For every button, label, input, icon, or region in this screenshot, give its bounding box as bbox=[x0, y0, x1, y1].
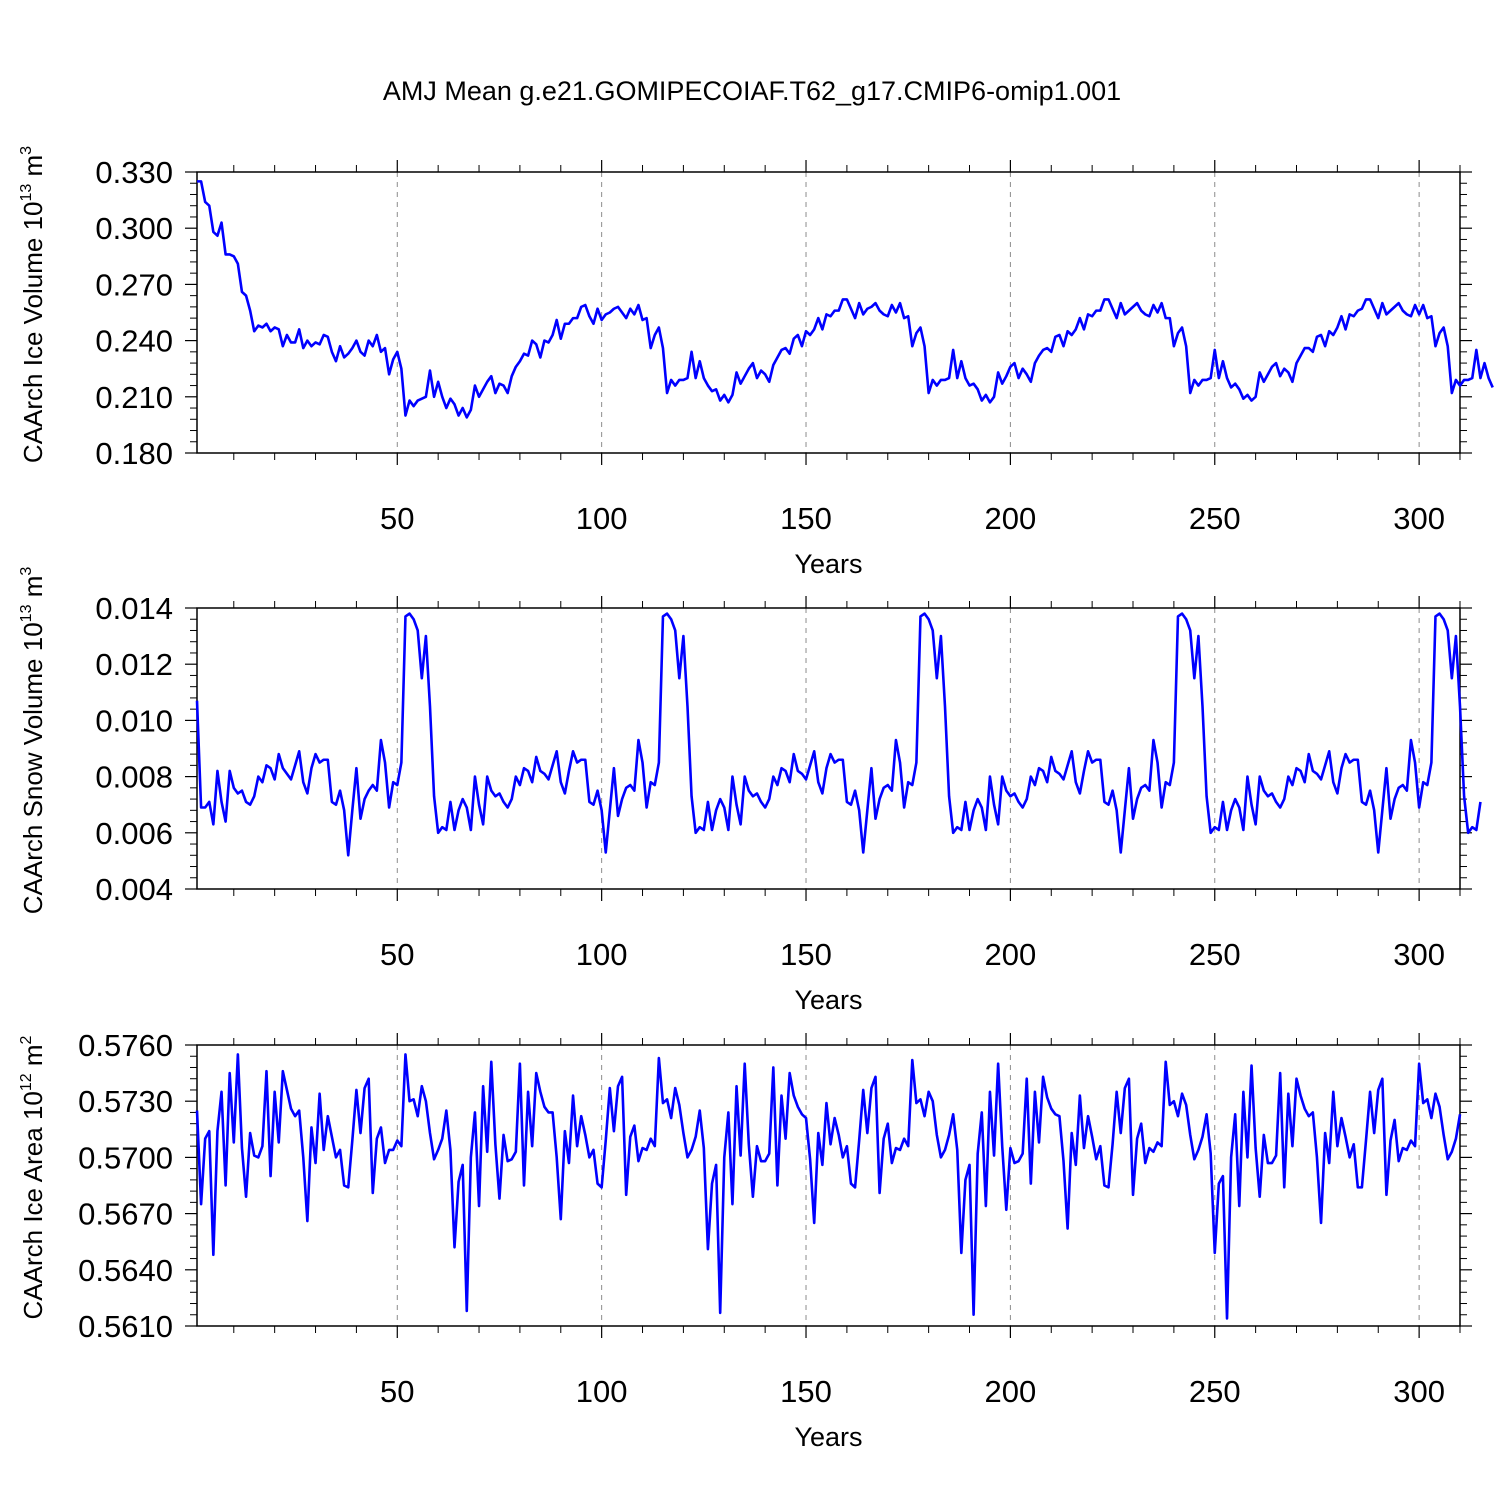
x-tick-label: 100 bbox=[576, 1374, 628, 1409]
y-tick-label: 0.014 bbox=[95, 591, 173, 626]
x-tick-label: 100 bbox=[576, 937, 628, 972]
y-tick-label: 0.270 bbox=[95, 267, 173, 302]
y-tick-label: 0.5760 bbox=[78, 1028, 173, 1063]
y-tick-label: 0.5730 bbox=[78, 1084, 173, 1119]
x-tick-label: 150 bbox=[780, 937, 832, 972]
x-tick-label: 300 bbox=[1393, 501, 1445, 536]
x-tick-label: 50 bbox=[380, 1374, 414, 1409]
series-line bbox=[195, 1053, 1462, 1320]
x-tick-label: 300 bbox=[1393, 937, 1445, 972]
x-tick-label: 200 bbox=[985, 1374, 1037, 1409]
plot-frame bbox=[196, 607, 1461, 890]
y-axis-title: CAArch Ice Volume 1013 m3 bbox=[18, 146, 48, 463]
x-tick-label: 250 bbox=[1189, 1374, 1241, 1409]
y-tick-label: 0.004 bbox=[95, 872, 173, 907]
y-tick-label: 0.006 bbox=[95, 816, 173, 851]
y-tick-label: 0.330 bbox=[95, 155, 173, 190]
x-tick-label: 300 bbox=[1393, 1374, 1445, 1409]
x-tick-label: 250 bbox=[1189, 501, 1241, 536]
x-axis-title: Years bbox=[794, 549, 862, 579]
y-tick-label: 0.210 bbox=[95, 380, 173, 415]
y-tick-label: 0.5700 bbox=[78, 1140, 173, 1175]
panel-2: 50 100 150 200 250 300 0.004 0.006 0.008 0.010 0.0… bbox=[18, 567, 1482, 1015]
chart-title: AMJ Mean g.e21.GOMIPECOIAF.T62_g17.CMIP6… bbox=[383, 76, 1121, 106]
panels: 50 100 150 200 250 300 0.180 0.210 0.240 0.270 0.3… bbox=[18, 146, 1494, 1452]
y-tick-label: 0.008 bbox=[95, 760, 173, 795]
y-tick-label: 0.240 bbox=[95, 324, 173, 359]
series-line bbox=[195, 612, 1482, 857]
plot-frame bbox=[196, 1044, 1461, 1327]
x-tick-label: 50 bbox=[380, 937, 414, 972]
x-tick-label: 100 bbox=[576, 501, 628, 536]
series-line bbox=[197, 180, 1494, 419]
panel-1: 50 100 150 200 250 300 0.180 0.210 0.240 0.270 0.3… bbox=[18, 146, 1494, 579]
x-axis-title: Years bbox=[794, 1422, 862, 1452]
x-tick-label: 150 bbox=[780, 501, 832, 536]
x-tick-label: 200 bbox=[985, 937, 1037, 972]
y-tick-label: 0.010 bbox=[95, 703, 173, 738]
panel-3: 50 100 150 200 250 300 0.5610 0.5640 0.5670 0.570… bbox=[18, 1028, 1472, 1452]
y-tick-label: 0.180 bbox=[95, 436, 173, 471]
x-tick-label: 50 bbox=[380, 501, 414, 536]
x-tick-label: 200 bbox=[985, 501, 1037, 536]
x-tick-label: 150 bbox=[780, 1374, 832, 1409]
y-tick-label: 0.012 bbox=[95, 647, 173, 682]
plot-frame bbox=[196, 171, 1461, 454]
x-tick-label: 250 bbox=[1189, 937, 1241, 972]
y-tick-label: 0.5610 bbox=[78, 1309, 173, 1344]
y-tick-label: 0.5640 bbox=[78, 1253, 173, 1288]
y-tick-label: 0.5670 bbox=[78, 1197, 173, 1232]
y-tick-label: 0.300 bbox=[95, 211, 173, 246]
y-axis-title: CAArch Ice Area 1012 m2 bbox=[18, 1035, 48, 1319]
x-axis-title: Years bbox=[794, 985, 862, 1015]
y-axis-title: CAArch Snow Volume 1013 m3 bbox=[18, 567, 48, 915]
